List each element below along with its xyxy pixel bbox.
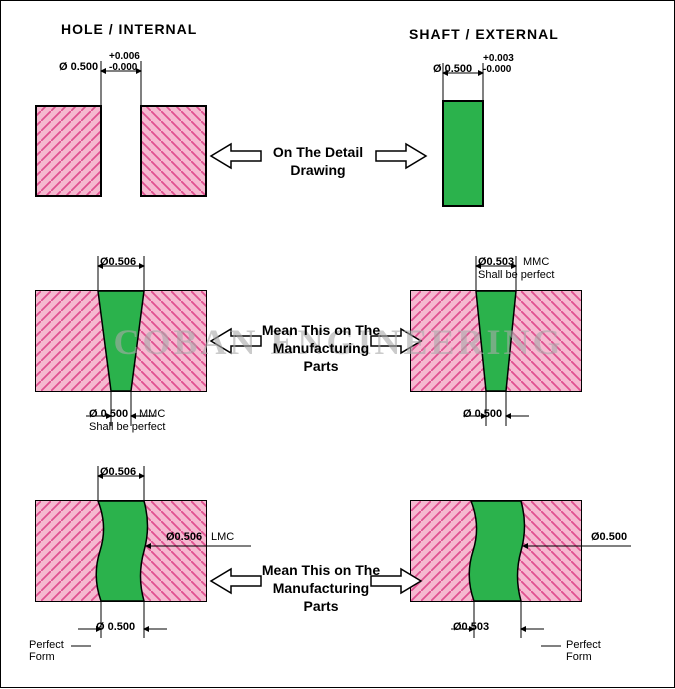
r3l-lmc-dim: Ø0.506 [166,531,202,543]
row3-hole [36,466,251,646]
header-right: SHAFT / EXTERNAL [409,26,559,42]
row2-label: Mean This on The Manufacturing Parts [256,321,386,376]
r2l-bot-dim: Ø 0.500 [89,408,128,420]
r3l-pf2: Form [29,651,55,663]
r3r-dia: Ø0.500 [591,531,627,543]
r2l-perf: Shall be perfect [89,421,165,433]
r2l-mmc: MMC [139,408,165,420]
header-left: HOLE / INTERNAL [61,21,197,37]
r2r-mmc: MMC [523,256,549,268]
r3r-pf2: Form [566,651,592,663]
hole-nom: Ø 0.500 [59,61,98,73]
r3l-top-dim: Ø0.506 [100,466,136,478]
r2r-top-dim: Ø0.503 [478,256,514,268]
r3l-bot-dim: Ø 0.500 [96,621,135,633]
row3-label: Mean This on The Manufacturing Parts [256,561,386,616]
r2l-top-dim: Ø0.506 [100,256,136,268]
diagram-page: COBAN ENGINEERING HOLE / INTERNAL SHAFT … [0,0,675,688]
shaft-tol-l: -0.000 [483,64,511,75]
r2r-bot-dim: Ø 0.500 [463,408,502,420]
shaft-tol-u: +0.003 [483,53,514,64]
hole-tol-u: +0.006 [109,51,140,62]
r3r-bot-dim: Ø0.503 [453,621,489,633]
row1-hole [36,61,206,196]
r3r-pf1: Perfect [566,639,601,651]
shaft-nom: Ø 0.500 [433,63,472,75]
r3l-lmc: LMC [211,531,234,543]
r3l-pf1: Perfect [29,639,64,651]
hole-tol-l: -0.000 [109,62,137,73]
r2r-perf: Shall be perfect [478,269,554,281]
row1-shaft [443,63,483,206]
row3-shaft [411,501,631,646]
row1-label: On The Detail Drawing [263,143,373,179]
